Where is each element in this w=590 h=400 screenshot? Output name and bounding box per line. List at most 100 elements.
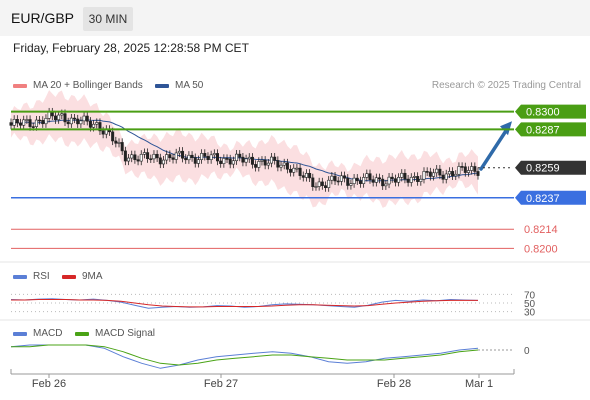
legend-rsi-ma-label: 9MA [82,271,103,282]
candle [393,174,397,187]
rsi-swatch [13,274,27,279]
candle [15,115,19,128]
candle [282,158,286,170]
candle-body [387,176,391,185]
candle-body [215,153,219,162]
level-label: 0.8300 [526,107,560,119]
candle-body [34,119,38,127]
candle [320,177,324,190]
candle-body [95,122,99,125]
candle [161,155,165,169]
candle [57,110,61,124]
candle-body [98,122,102,132]
level-label: 0.8214 [524,224,558,236]
macd-signal-line [11,344,479,366]
candle [422,167,426,184]
candle [44,114,48,128]
candle-body [73,117,77,120]
candle [149,154,153,163]
candle-body [187,154,191,161]
candle-body [31,126,35,128]
timeframe-button[interactable]: 30 MIN [83,7,133,31]
candle-body [136,159,140,162]
candle [454,170,458,181]
candle-body [457,166,461,175]
time-axis: Feb 26 Feb 27 Feb 28 Mar 1 [0,261,590,390]
candle [333,172,337,186]
candle-body [120,142,124,152]
candle [285,158,289,174]
ma20-swatch [13,83,27,88]
candle [324,181,328,192]
candle-body [19,122,23,126]
candle [212,149,216,159]
candle [79,116,83,128]
legend-rsi: RSI [13,271,50,282]
candle-body [397,177,401,183]
legend-ma50-label: MA 50 [175,80,204,91]
candle-body [438,168,442,176]
candle [327,176,331,192]
currency-pair: EUR/GBP [11,10,75,26]
candle [358,176,362,188]
candle-body [222,158,226,164]
rsi-tick-label: 70 [524,290,536,301]
candle-body [117,142,121,144]
candle [235,150,239,165]
forecast-arrow-shaft [479,127,509,171]
candle [174,148,178,164]
rsi-tick-label: 50 [524,299,536,310]
rsi-tick-label: 30 [524,308,536,319]
candle [222,154,226,168]
candle [206,152,210,164]
candle [371,175,375,187]
candle [41,116,45,128]
candle [209,150,213,164]
candle [95,118,99,129]
candle [441,170,445,184]
candle [165,150,169,165]
candle-body [200,153,204,160]
candle-body [47,111,51,119]
macd-tick-label: 0 [524,346,530,357]
candle-body [279,164,283,168]
candle [117,138,121,148]
candle [406,174,410,187]
candle [330,172,334,185]
candle [193,153,197,168]
candle-body [371,179,375,183]
macd-signal-swatch [75,331,89,336]
candle-body [250,156,254,165]
candle [25,115,29,124]
candle [228,154,232,169]
candle [279,161,283,172]
candle [111,127,115,146]
level-label: 0.8237 [526,193,560,205]
level-tag-0.8237 [515,190,586,205]
level-label: 0.8200 [524,243,558,255]
candle-body [473,166,477,172]
legend-macd-signal: MACD Signal [75,328,155,339]
candle [463,162,467,177]
candle-body [152,153,156,160]
level-tag-0.8300 [515,104,586,119]
candle [12,115,16,130]
candle [311,173,315,191]
candle-body [451,171,455,177]
legend-macd: MACD [13,328,62,339]
candle-body [476,171,480,176]
candle [196,155,200,168]
candle-body [177,150,181,154]
rsi-ma-swatch [62,274,76,279]
candle [19,118,23,130]
candle [304,169,308,182]
candle [190,151,194,162]
candle-body [15,119,19,124]
candle-body [346,177,350,186]
candle-body [460,166,464,168]
candle-body [155,153,159,159]
candle [130,150,134,163]
candle-body [406,178,410,183]
candle-body [254,164,258,168]
